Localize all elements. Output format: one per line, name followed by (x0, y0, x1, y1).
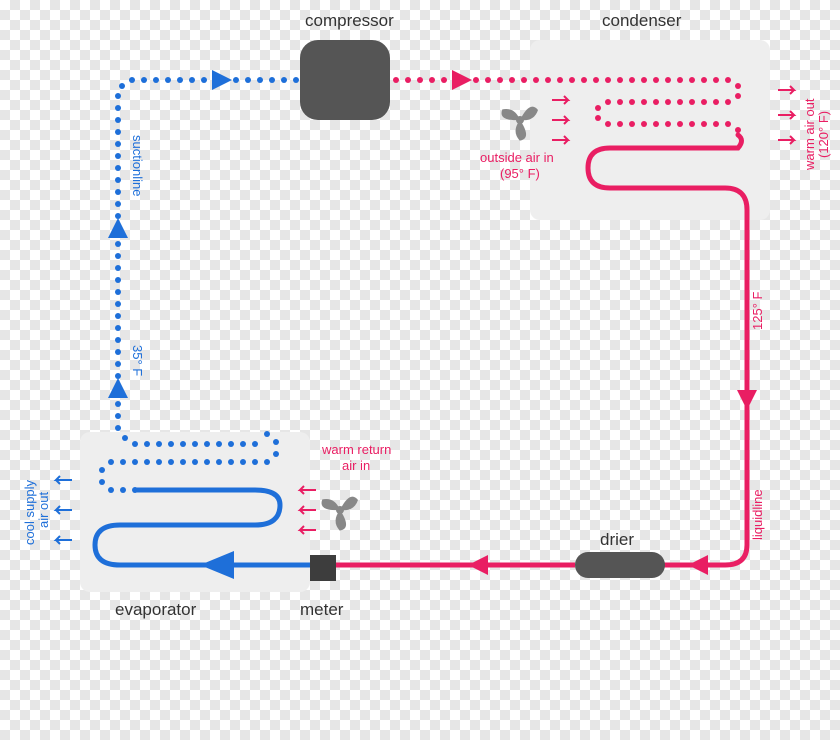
compressor-label: compressor (305, 11, 394, 30)
warm-air-out-arrows (778, 86, 794, 144)
condenser-box (530, 40, 770, 220)
arrow-suction-right (212, 70, 232, 90)
meter-body (310, 555, 336, 581)
cool-supply-label-1: cool supply (22, 479, 37, 545)
outside-air-label-1: outside air in (480, 150, 554, 165)
drier-body (575, 552, 665, 578)
suction-temp-label: 35° F (130, 345, 145, 376)
cool-air-out-arrows (56, 476, 72, 544)
arrow-liquid-left-1 (688, 555, 708, 575)
evaporator-fan-icon (319, 494, 358, 532)
discharge-dotted (393, 77, 575, 83)
arrow-suction-up-1 (108, 378, 128, 398)
warm-return-label-2: air in (342, 458, 370, 473)
warm-return-label-1: warm return (321, 442, 391, 457)
arrow-liquid-left-2 (468, 555, 488, 575)
warm-out-label-2: (120° F) (816, 111, 831, 158)
drier-label: drier (600, 530, 634, 549)
cool-supply-label-2: air out (36, 491, 51, 528)
condenser-label: condenser (602, 11, 682, 30)
arrow-suction-up-2 (108, 218, 128, 238)
evaporator-label: evaporator (115, 600, 197, 619)
liquid-temp-label: 125° F (750, 291, 765, 330)
liquidline-label: liquidline (750, 489, 765, 540)
warm-out-label-1: warm air out (802, 98, 817, 171)
outside-air-label-2: (95° F) (500, 166, 540, 181)
arrow-discharge-right (452, 70, 472, 90)
compressor-body (300, 40, 390, 120)
meter-label: meter (300, 600, 344, 619)
suctionline-label: suctionline (130, 135, 145, 196)
arrow-liquid-down (737, 390, 757, 410)
suction-line-dotted (115, 83, 125, 431)
